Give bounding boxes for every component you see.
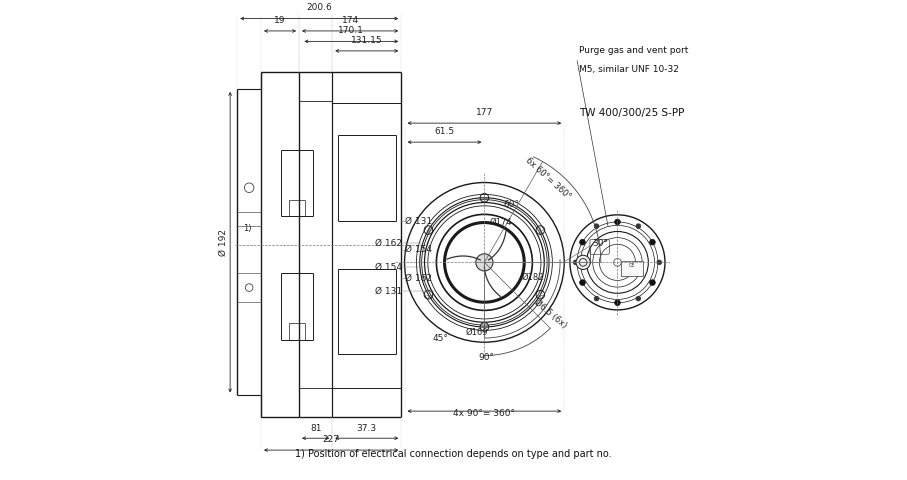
Text: Ø 131: Ø 131 <box>405 216 432 226</box>
Text: Ø 162: Ø 162 <box>375 239 402 248</box>
Circle shape <box>476 254 493 271</box>
Text: 60°: 60° <box>503 200 520 209</box>
Text: 174: 174 <box>342 16 358 25</box>
Text: 81: 81 <box>310 423 321 432</box>
Circle shape <box>649 240 655 245</box>
Circle shape <box>657 260 662 265</box>
Text: Purge gas and vent port: Purge gas and vent port <box>580 47 688 55</box>
Text: Ø169: Ø169 <box>465 327 488 336</box>
Text: 30°: 30° <box>593 239 609 248</box>
Text: Ø 162: Ø 162 <box>405 274 432 283</box>
Text: Ø 154: Ø 154 <box>375 263 402 272</box>
Text: 61.5: 61.5 <box>434 127 454 136</box>
Text: Ø174: Ø174 <box>489 218 512 227</box>
Circle shape <box>615 300 620 306</box>
Circle shape <box>615 219 620 225</box>
Text: Ø182: Ø182 <box>522 273 544 282</box>
Text: Ø6.5 (6x): Ø6.5 (6x) <box>532 298 569 330</box>
Circle shape <box>580 240 585 245</box>
Text: 227: 227 <box>323 435 339 444</box>
Circle shape <box>576 255 590 269</box>
Text: 90°: 90° <box>479 353 494 362</box>
FancyBboxPatch shape <box>621 262 643 276</box>
Text: Ø 192: Ø 192 <box>219 228 228 256</box>
Text: TW 400/300/25 S-PP: TW 400/300/25 S-PP <box>580 108 685 118</box>
Text: 170.1: 170.1 <box>338 26 365 35</box>
Circle shape <box>636 296 640 301</box>
Text: 131.15: 131.15 <box>351 36 383 45</box>
Text: 45°: 45° <box>433 334 448 343</box>
Circle shape <box>594 224 599 228</box>
Circle shape <box>573 260 578 265</box>
Circle shape <box>580 280 585 286</box>
Text: 19: 19 <box>274 16 286 25</box>
Text: 1): 1) <box>243 224 252 233</box>
Text: 4x 90°= 360°: 4x 90°= 360° <box>454 409 515 418</box>
Circle shape <box>594 296 599 301</box>
Text: 200.6: 200.6 <box>307 3 332 12</box>
Text: 1) Position of electrical connection depends on type and part no.: 1) Position of electrical connection dep… <box>295 449 612 459</box>
Text: 177: 177 <box>476 108 493 118</box>
Circle shape <box>649 280 655 286</box>
Text: Ø 131: Ø 131 <box>375 287 402 295</box>
Text: Ø 154: Ø 154 <box>405 245 432 254</box>
Text: 6x 60°= 360°: 6x 60°= 360° <box>524 156 573 201</box>
Circle shape <box>636 224 640 228</box>
Text: 37.3: 37.3 <box>356 423 376 432</box>
Text: CE: CE <box>629 263 635 268</box>
Text: M5, similar UNF 10-32: M5, similar UNF 10-32 <box>580 65 679 74</box>
